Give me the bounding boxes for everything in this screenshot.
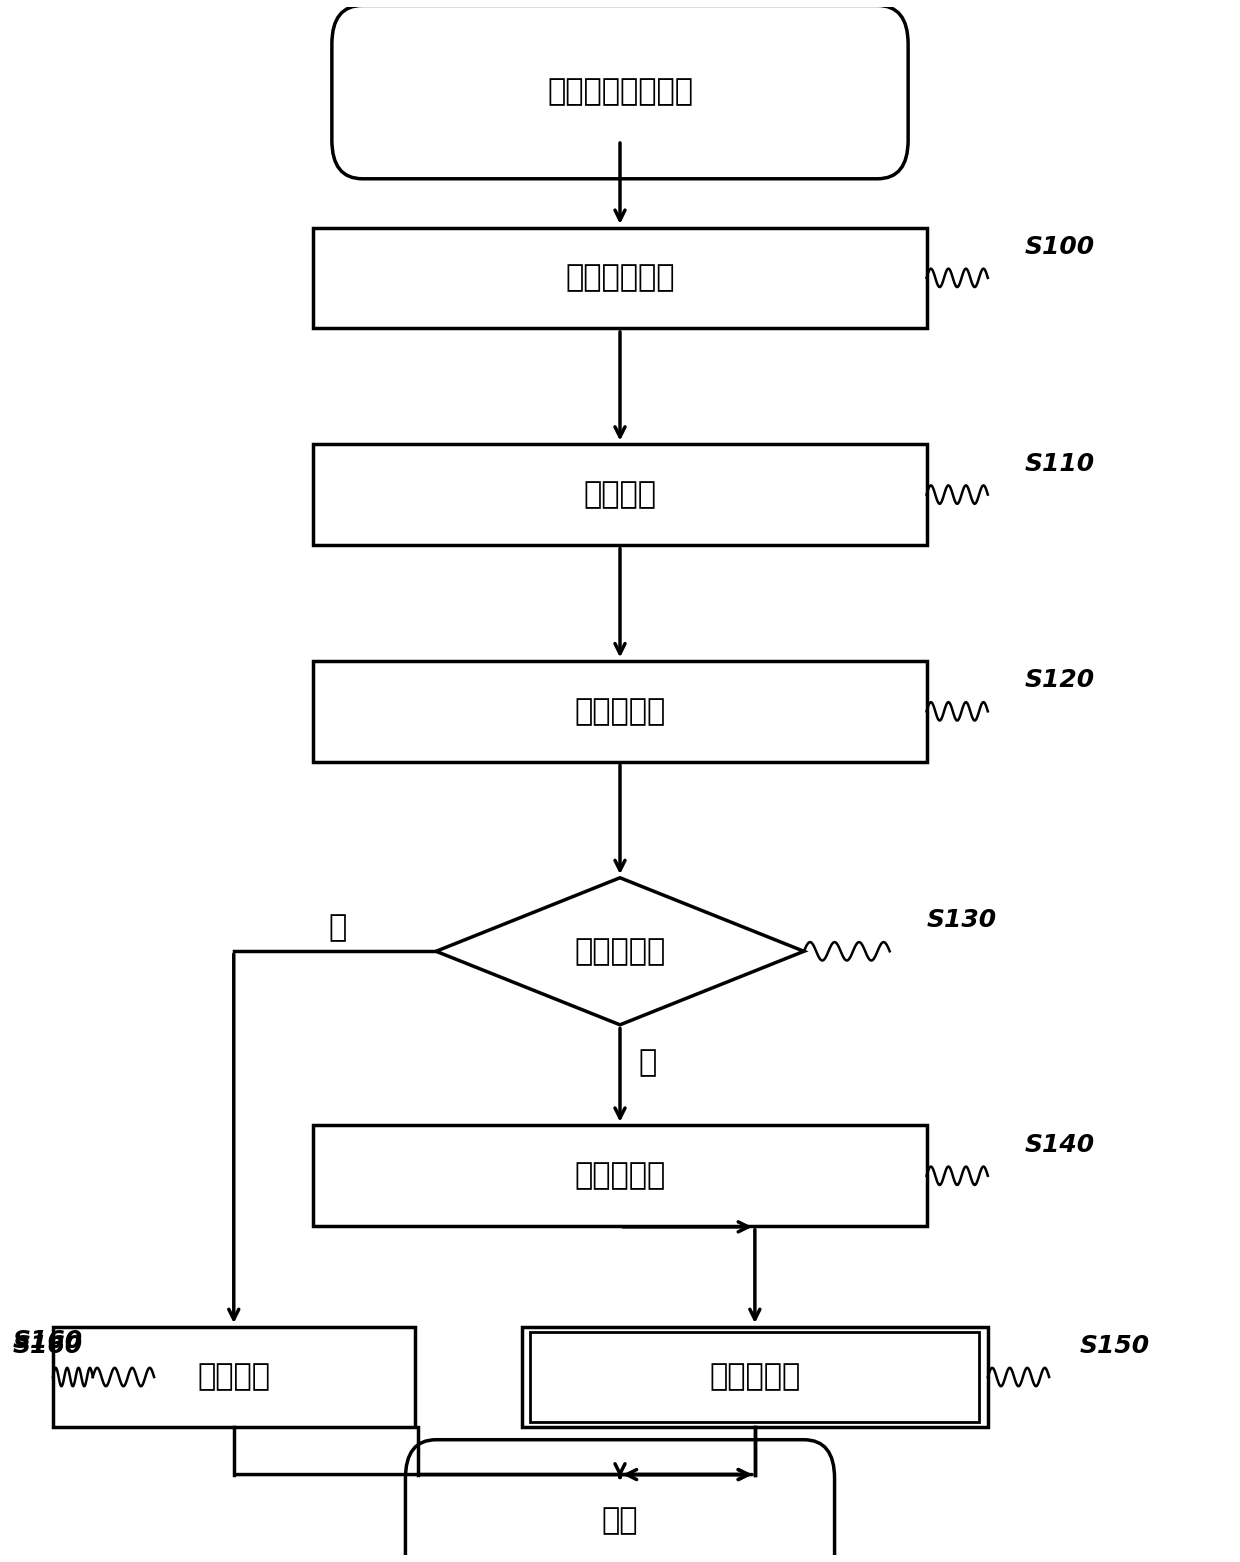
Text: 自然图像？: 自然图像？ — [574, 937, 666, 965]
Bar — [53, 1326, 414, 1428]
Bar — [522, 1326, 988, 1428]
Bar — [314, 661, 926, 762]
FancyBboxPatch shape — [332, 5, 908, 178]
Bar — [314, 444, 926, 545]
Text: S100: S100 — [1024, 234, 1095, 259]
Text: S160: S160 — [14, 1329, 83, 1353]
Text: S160: S160 — [14, 1334, 83, 1357]
Text: 返回: 返回 — [601, 1506, 639, 1535]
Text: 单纯减色: 单纯减色 — [197, 1362, 270, 1392]
Text: 校正色调值: 校正色调值 — [574, 1161, 666, 1190]
Text: 图像处理例行程序: 图像处理例行程序 — [547, 78, 693, 106]
Text: 半色调处理: 半色调处理 — [709, 1362, 801, 1392]
Bar — [531, 1332, 980, 1421]
Text: S110: S110 — [1024, 451, 1095, 476]
Text: S120: S120 — [1024, 669, 1095, 692]
Text: 输入图像数据: 输入图像数据 — [565, 264, 675, 292]
Text: 否: 否 — [329, 914, 347, 942]
FancyBboxPatch shape — [405, 1440, 835, 1562]
Text: S140: S140 — [1024, 1132, 1095, 1157]
Text: S150: S150 — [1080, 1334, 1149, 1357]
Text: 多色调化: 多色调化 — [584, 480, 656, 509]
Text: 清晰度变换: 清晰度变换 — [574, 697, 666, 726]
Text: 是: 是 — [639, 1048, 657, 1078]
Bar — [314, 1126, 926, 1226]
Polygon shape — [436, 878, 804, 1025]
Bar — [314, 228, 926, 328]
Text: S130: S130 — [926, 909, 997, 933]
